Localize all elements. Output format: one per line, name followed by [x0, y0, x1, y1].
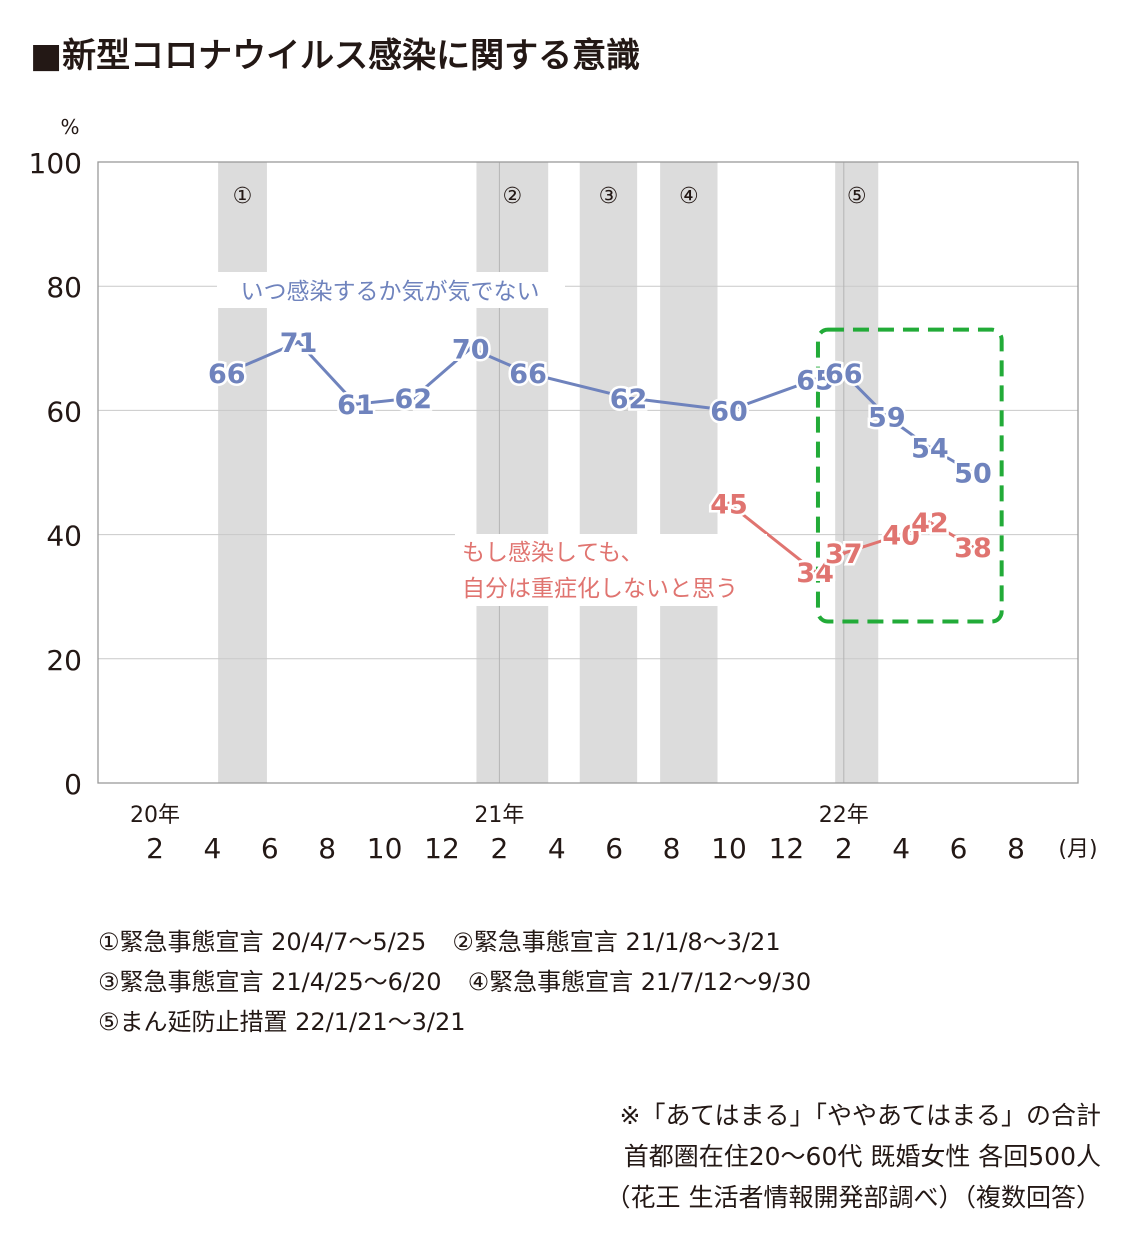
note-1: ①緊急事態宣言 20/4/7〜5/25	[98, 928, 427, 956]
series-2-name-line-1: もし感染しても、	[462, 540, 643, 566]
period-label-4: ④	[679, 184, 699, 209]
data-point	[841, 371, 846, 376]
y-tick-label: 60	[46, 395, 82, 428]
highlight-box	[815, 327, 1004, 624]
x-tick-label: 4	[892, 832, 910, 865]
note-row: ⑤まん延防止措置 22/1/21〜3/21	[98, 1002, 811, 1042]
period-label-1: ①	[233, 184, 253, 209]
data-label: 59	[868, 403, 906, 434]
note-3: ③緊急事態宣言 21/4/25〜6/20	[98, 968, 442, 996]
y-tick-label: 40	[46, 520, 82, 553]
series-1-name: いつ感染するか気が気でない	[241, 279, 540, 305]
data-point	[813, 377, 818, 382]
series-2-label-bg	[455, 534, 767, 606]
note-row: ③緊急事態宣言 21/4/25〜6/20 ④緊急事態宣言 21/7/12〜9/30	[98, 962, 811, 1002]
data-label: 66	[208, 359, 246, 390]
note-5: ⑤まん延防止措置 22/1/21〜3/21	[98, 1008, 466, 1036]
data-label: 62	[395, 384, 433, 415]
data-label: 71	[280, 328, 318, 359]
data-label: 54	[911, 434, 949, 465]
y-tick-label: 80	[46, 271, 82, 304]
series-2-name-line-2: 自分は重症化しないと思う	[462, 576, 738, 602]
data-point	[626, 395, 631, 400]
source-notes: ※「あてはまる」「ややあてはまる」の合計 首都圏在住20〜60代 既婚女性 各回…	[606, 1095, 1101, 1218]
note-4: ④緊急事態宣言 21/7/12〜9/30	[467, 968, 812, 996]
note-2: ②緊急事態宣言 21/1/8〜3/21	[452, 928, 781, 956]
note-row: ①緊急事態宣言 20/4/7〜5/25 ②緊急事態宣言 21/1/8〜3/21	[98, 922, 811, 962]
source-line-1: ※「あてはまる」「ややあてはまる」の合計	[619, 1101, 1101, 1130]
data-label: 66	[509, 359, 547, 390]
x-unit-label: (月)	[1058, 837, 1097, 862]
shaded-period-5	[835, 162, 879, 783]
x-tick-label: 12	[424, 832, 460, 865]
plot-frame	[97, 161, 1079, 784]
shaded-period-2	[476, 162, 549, 783]
data-point	[468, 346, 473, 351]
data-point	[927, 520, 932, 525]
data-point	[927, 445, 932, 450]
period-label-2: ②	[502, 184, 522, 209]
data-point	[296, 340, 301, 345]
shaded-period-1	[218, 162, 267, 783]
x-tick-label: 6	[261, 832, 279, 865]
x-tick-label: 4	[548, 832, 566, 865]
data-label: 66	[825, 359, 863, 390]
series-1-label-bg	[217, 272, 565, 308]
source-line-2: 首都圏在住20〜60代 既婚女性 各回500人	[623, 1142, 1101, 1171]
period-notes: ①緊急事態宣言 20/4/7〜5/25 ②緊急事態宣言 21/1/8〜3/21 ③…	[98, 922, 811, 1042]
x-year-label: 20年	[130, 803, 180, 828]
data-point	[970, 470, 975, 475]
data-point	[727, 501, 731, 506]
source-line-3: （花王 生活者情報開発部調べ）（複数回答）	[605, 1183, 1101, 1212]
y-unit-label: %	[60, 115, 79, 139]
data-label: 38	[954, 533, 992, 564]
data-point	[813, 569, 818, 574]
period-label-3: ③	[599, 184, 619, 209]
data-label: 70	[452, 334, 490, 365]
x-tick-label: 6	[605, 832, 623, 865]
data-label: 42	[911, 508, 949, 539]
line-chart: ① ② ③ ④ ⑤% 0 20 40 60 80 100 2 20年 4 6 8 10 12 2 21年 4 6 8 10 12…	[29, 115, 1098, 865]
data-point	[884, 414, 889, 419]
y-tick-label: 0	[64, 768, 82, 801]
y-tick-label: 20	[46, 644, 82, 677]
x-tick-label: 12	[769, 832, 805, 865]
data-label: 65	[796, 365, 834, 396]
data-label: 61	[337, 390, 375, 421]
data-label: 37	[825, 539, 863, 570]
x-tick-label: 2	[490, 832, 508, 865]
data-point	[353, 402, 358, 407]
x-tick-label: 10	[711, 832, 747, 865]
x-tick-label: 8	[663, 832, 681, 865]
x-tick-label: 6	[950, 832, 968, 865]
data-label: 50	[954, 459, 992, 490]
series-line-2	[728, 502, 974, 574]
x-tick-label: 10	[367, 832, 403, 865]
data-label: 34	[796, 558, 834, 589]
x-tick-label: 2	[835, 832, 853, 865]
x-tick-label: 8	[1007, 832, 1025, 865]
x-tick-label: 4	[203, 832, 221, 865]
period-label-5: ⑤	[847, 184, 867, 209]
x-tick-label: 8	[318, 832, 336, 865]
data-point	[727, 408, 731, 413]
chart-title: ■新型コロナウイルス感染に関する意識	[30, 36, 641, 76]
data-point	[899, 532, 904, 537]
shaded-period-3	[579, 162, 638, 783]
data-label: 62	[610, 384, 648, 415]
data-point	[224, 371, 229, 376]
data-point	[970, 545, 975, 550]
x-year-label: 22年	[819, 803, 869, 828]
data-label: 45	[710, 490, 748, 521]
data-point	[526, 371, 531, 376]
shaded-period-4	[660, 162, 718, 783]
x-tick-label: 2	[146, 832, 164, 865]
x-year-label: 21年	[474, 803, 524, 828]
data-label: 60	[710, 396, 748, 427]
y-tick-label: 100	[29, 147, 82, 180]
data-point	[841, 551, 846, 556]
data-point	[411, 395, 416, 400]
data-label: 40	[882, 521, 920, 552]
